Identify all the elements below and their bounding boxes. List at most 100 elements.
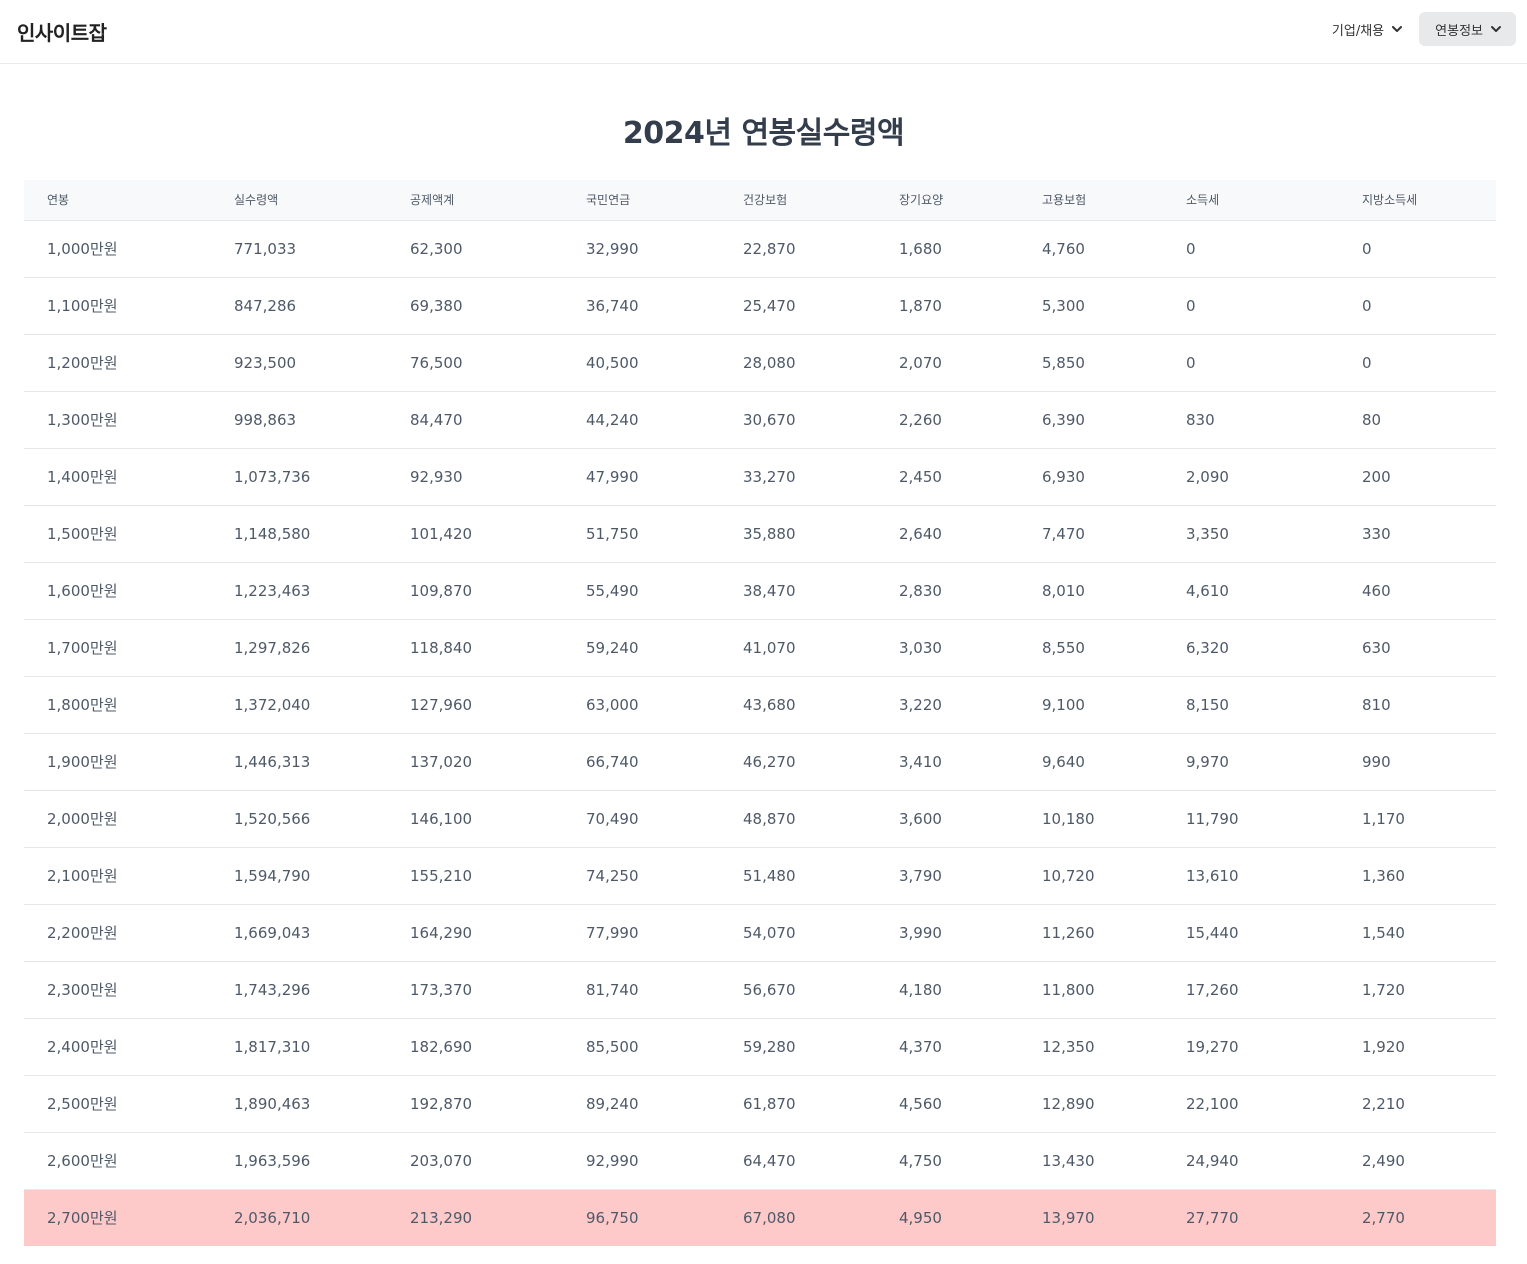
table-cell: 998,863 [234,410,297,429]
table-row: 1,200만원 923,500 76,500 40,500 28,080 2,070 5,8… [24,334,1496,391]
table-cell: 12,890 [1042,1094,1095,1113]
table-cell: 2,036,710 [234,1208,311,1227]
column-header: 공제액계 [410,193,455,208]
table-cell: 2,490 [1362,1151,1405,1170]
table-cell: 8,550 [1042,638,1085,657]
table-cell: 41,070 [743,638,796,657]
table-cell: 46,270 [743,752,796,771]
site-logo[interactable]: 인사이트잡 [17,21,107,45]
table-cell: 1,743,296 [234,980,311,999]
table-cell: 54,070 [743,923,796,942]
table-cell: 6,390 [1042,410,1085,429]
table-cell: 990 [1362,752,1391,771]
table-cell: 1,500만원 [47,525,118,543]
table-cell: 55,490 [586,581,639,600]
table-cell: 1,920 [1362,1037,1405,1056]
table-row: 2,400만원 1,817,310 182,690 85,500 59,280 4,370… [24,1018,1496,1075]
table-cell: 24,940 [1186,1151,1239,1170]
table-cell: 4,560 [899,1094,942,1113]
table-cell: 8,150 [1186,695,1229,714]
table-cell: 19,270 [1186,1037,1239,1056]
table-cell: 2,100만원 [47,867,118,885]
table-cell: 1,680 [899,239,942,258]
table-cell: 85,500 [586,1037,639,1056]
table-cell: 173,370 [410,980,473,999]
table-cell: 118,840 [410,638,473,657]
column-header: 실수령액 [234,193,279,208]
table-cell: 155,210 [410,866,473,885]
table-cell: 1,600만원 [47,582,118,600]
table-cell: 1,360 [1362,866,1405,885]
table-cell: 4,950 [899,1208,942,1227]
table-cell: 2,700만원 [47,1209,118,1228]
table-cell: 38,470 [743,581,796,600]
table-cell: 810 [1362,695,1391,714]
table-cell: 213,290 [410,1208,473,1227]
table-cell: 70,490 [586,809,639,828]
table-cell: 4,180 [899,980,942,999]
table-row: 1,700만원 1,297,826 118,840 59,240 41,070 3,030… [24,619,1496,676]
table-cell: 22,100 [1186,1094,1239,1113]
table-cell: 36,740 [586,296,639,315]
chevron-down-icon [1491,26,1501,32]
table-cell: 630 [1362,638,1391,657]
table-cell: 830 [1186,410,1215,429]
nav-company-jobs-dropdown[interactable]: 기업/채용 [1328,12,1407,46]
table-cell: 192,870 [410,1094,473,1113]
table-cell: 69,380 [410,296,463,315]
table-row: 2,600만원 1,963,596 203,070 92,990 64,470 4,750… [24,1132,1496,1189]
table-cell: 1,540 [1362,923,1405,942]
salary-table-container: 연봉 실수령액 공제액계 국민연금 건강보험 장기요양 고용보험 소득세 지방소득세 1,000… [24,180,1496,1246]
table-row: 2,200만원 1,669,043 164,290 77,990 54,070 3,990… [24,904,1496,961]
table-cell: 4,760 [1042,239,1085,258]
table-cell: 66,740 [586,752,639,771]
table-cell: 200 [1362,467,1391,486]
table-cell: 127,960 [410,695,473,714]
table-cell: 77,990 [586,923,639,942]
table-row: 2,100만원 1,594,790 155,210 74,250 51,480 3,790… [24,847,1496,904]
table-cell: 56,670 [743,980,796,999]
table-cell: 460 [1362,581,1391,600]
nav-company-jobs-label: 기업/채용 [1331,23,1385,39]
table-cell: 3,410 [899,752,942,771]
table-cell: 30,670 [743,410,796,429]
table-cell: 1,446,313 [234,752,311,771]
table-cell: 1,800만원 [47,696,118,714]
table-row: 1,600만원 1,223,463 109,870 55,490 38,470 2,830… [24,562,1496,619]
column-header: 장기요양 [899,193,944,208]
table-cell: 1,223,463 [234,581,311,600]
table-cell: 61,870 [743,1094,796,1113]
table-cell: 63,000 [586,695,639,714]
table-cell: 847,286 [234,296,297,315]
table-cell: 74,250 [586,866,639,885]
table-cell: 2,830 [899,581,942,600]
table-cell: 2,090 [1186,467,1229,486]
column-header: 고용보험 [1042,193,1087,208]
column-header: 건강보험 [743,193,788,208]
table-cell: 48,870 [743,809,796,828]
table-row: 2,700만원 2,036,710 213,290 96,750 67,080 4,950… [24,1189,1496,1246]
table-cell: 1,297,826 [234,638,311,657]
table-cell: 27,770 [1186,1208,1239,1227]
table-cell: 0 [1362,239,1372,258]
table-cell: 1,890,463 [234,1094,311,1113]
table-row: 2,300만원 1,743,296 173,370 81,740 56,670 4,180… [24,961,1496,1018]
nav-salary-info-dropdown[interactable]: 연봉정보 [1419,12,1516,46]
table-row: 2,000만원 1,520,566 146,100 70,490 48,870 3,600… [24,790,1496,847]
table-cell: 1,400만원 [47,468,118,486]
table-cell: 2,600만원 [47,1152,118,1170]
table-cell: 1,300만원 [47,411,118,429]
nav-salary-info-label: 연봉정보 [1435,23,1483,39]
chevron-down-icon [1392,26,1403,32]
table-cell: 1,900만원 [47,753,118,771]
table-cell: 1,594,790 [234,866,311,885]
table-cell: 51,750 [586,524,639,543]
table-cell: 15,440 [1186,923,1239,942]
table-cell: 1,870 [899,296,942,315]
table-cell: 10,720 [1042,866,1095,885]
table-cell: 3,790 [899,866,942,885]
table-cell: 13,610 [1186,866,1239,885]
table-cell: 84,470 [410,410,463,429]
table-cell: 2,300만원 [47,981,118,999]
table-cell: 1,073,736 [234,467,311,486]
